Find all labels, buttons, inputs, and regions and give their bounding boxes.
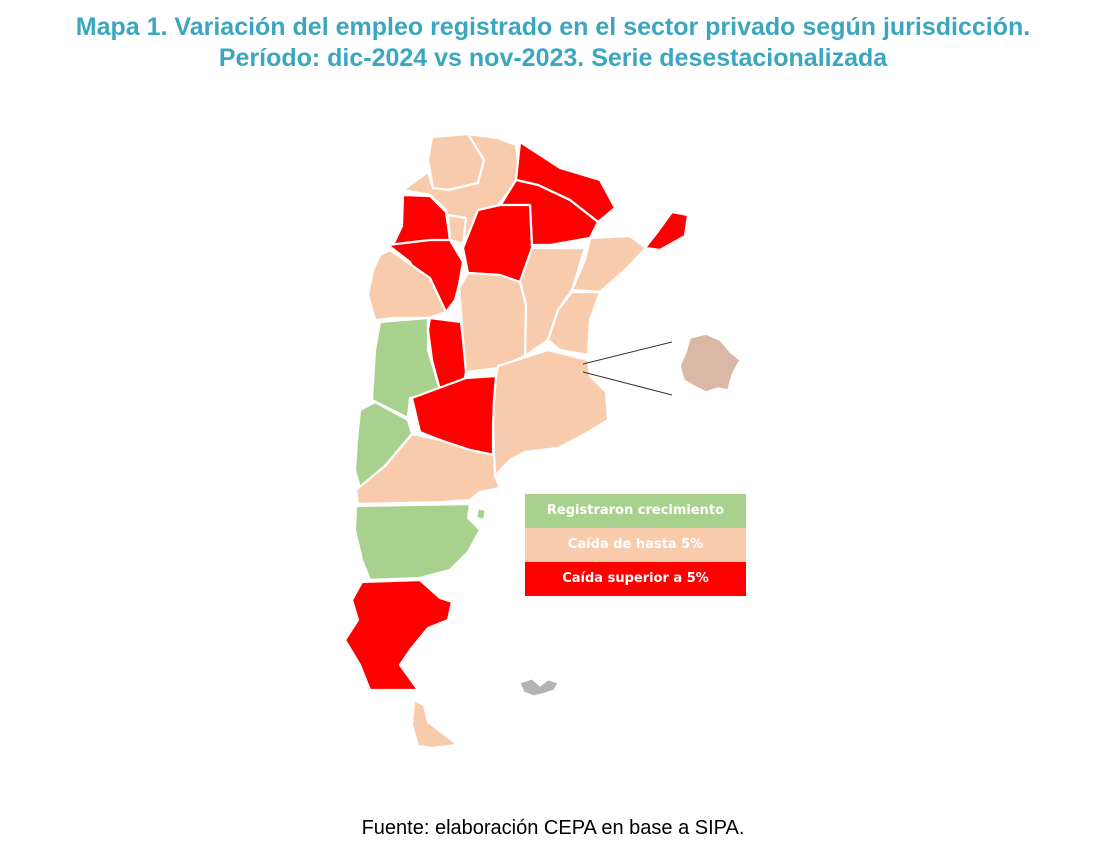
region-san-juan [366, 248, 448, 322]
legend-item-decline-over-5: Caída superior a 5% [525, 562, 746, 596]
map-legend: Registraron crecimiento Caída de hasta 5… [525, 494, 746, 596]
region-valdes-peninsula [474, 506, 488, 522]
legend-item-decline-up-to-5: Caída de hasta 5% [525, 528, 746, 562]
map-title-line-1: Mapa 1. Variación del empleo registrado … [75, 13, 1031, 41]
region-chubut [353, 502, 482, 582]
map-title: Mapa 1. Variación del empleo registrado … [0, 12, 1106, 74]
region-santa-cruz [343, 578, 454, 692]
region-caba-inset [679, 333, 741, 393]
region-la-pampa [410, 374, 498, 457]
caba-callout-line-upper [582, 341, 673, 365]
map-title-line-2: Período: dic-2024 vs nov-2023. Serie des… [218, 44, 888, 72]
region-cordoba [457, 271, 528, 374]
region-tucuman [446, 213, 468, 246]
region-misiones [643, 210, 690, 252]
region-buenos-aires [491, 348, 610, 478]
region-corrientes [570, 234, 648, 294]
source-note: Fuente: elaboración CEPA en base a SIPA. [361, 817, 745, 839]
region-entre-rios [546, 290, 602, 357]
region-tierra-del-fuego [410, 698, 460, 750]
caba-callout-line-lower [582, 371, 673, 396]
region-islas-malvinas [519, 678, 559, 697]
region-rio-negro [354, 432, 502, 506]
legend-item-growth: Registraron crecimiento [525, 494, 746, 528]
